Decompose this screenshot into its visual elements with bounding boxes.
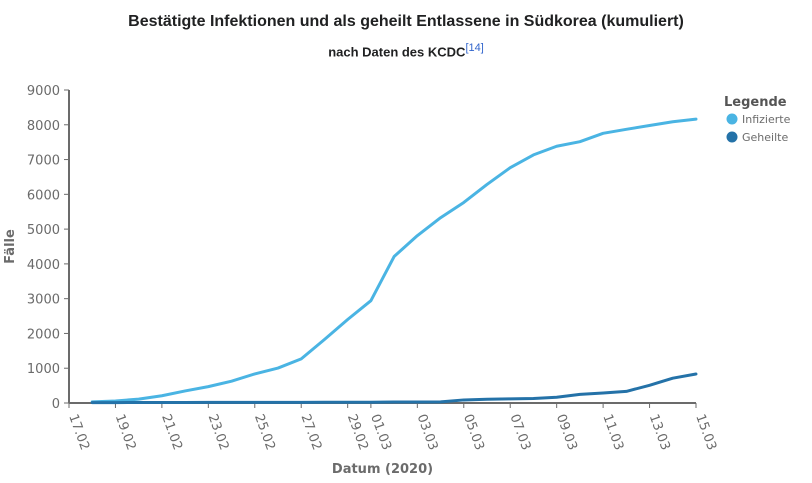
x-axis-ticks: 17.02 19.02 21.02 23.02 25.02 27.02 29.0201.03…	[65, 403, 719, 452]
legend-swatch-infizierte	[726, 113, 738, 125]
x-tick-label: 07.03	[506, 412, 533, 452]
y-axis-ticks: 0 1000 2000 3000 4000 5000 6000 7000 8000 9000	[27, 84, 69, 412]
x-tick-label: 15.03	[692, 412, 719, 452]
y-tick-label: 7000	[27, 154, 60, 169]
x-tick-label: 19.02	[112, 412, 139, 452]
x-tick-label: 11.03	[599, 412, 626, 452]
y-tick-label: 0	[52, 397, 60, 412]
x-tick-label: 05.03	[460, 412, 487, 452]
chart-title: Bestätigte Infektionen und als geheilt E…	[128, 13, 684, 30]
x-tick-label: 27.02	[297, 412, 324, 452]
x-tick-label: 23.02	[205, 412, 232, 452]
x-tick-label: 13.03	[646, 412, 673, 452]
x-tick-label: 17.02	[65, 412, 92, 452]
chart-subtitle: nach Daten des KCDC[14]	[0, 42, 812, 59]
series-line-geheilte	[90, 372, 698, 405]
y-tick-label: 6000	[27, 188, 60, 203]
series-line-infizierte	[90, 117, 698, 404]
x-tick-label: 25.02	[251, 412, 278, 452]
legend: Legende Infizierte Geheilte	[724, 95, 791, 144]
x-axis-title: Datum (2020)	[332, 462, 433, 477]
y-tick-label: 3000	[27, 293, 60, 308]
legend-label-infizierte: Infizierte	[742, 113, 791, 126]
y-tick-label: 9000	[27, 84, 60, 99]
x-tick-label: 03.03	[414, 412, 441, 452]
x-tick-label: 09.03	[553, 412, 580, 452]
legend-swatch-geheilte	[726, 131, 738, 143]
series-layer	[90, 117, 698, 405]
y-tick-label: 1000	[27, 362, 60, 377]
y-tick-label: 8000	[27, 119, 60, 134]
x-tick-label: 21.02	[158, 412, 185, 452]
y-tick-label: 4000	[27, 258, 60, 273]
y-tick-label: 5000	[27, 223, 60, 238]
footnote-link[interactable]: [14]	[465, 42, 484, 54]
legend-label-geheilte: Geheilte	[742, 131, 788, 144]
legend-title: Legende	[724, 95, 787, 110]
subtitle-text: nach Daten des KCDC	[328, 44, 466, 60]
y-axis-title: Fälle	[3, 229, 18, 264]
y-tick-label: 2000	[27, 327, 60, 342]
x-tick-label: 29.02	[344, 412, 371, 452]
